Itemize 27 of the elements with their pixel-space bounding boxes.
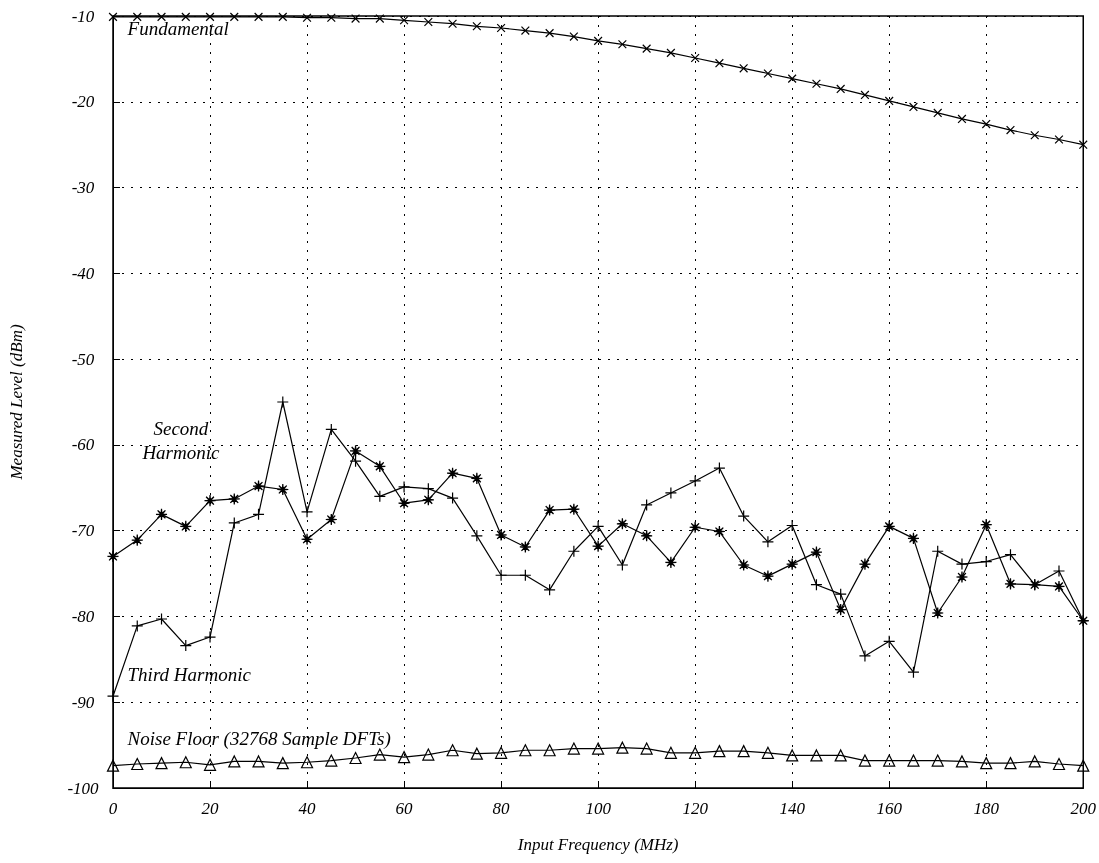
series-label: Fundamental — [126, 18, 229, 40]
series-label: Second Harmonic — [141, 418, 220, 464]
x-tick-label: 160 — [876, 799, 903, 818]
x-tick-label: 60 — [395, 799, 414, 818]
x-tick-label: 20 — [201, 799, 220, 818]
y-tick-label: -90 — [71, 692, 95, 712]
x-tick-label: 80 — [492, 799, 511, 818]
x-tick-label: 40 — [298, 799, 317, 818]
y-tick-label: -10 — [71, 6, 95, 26]
x-tick-label: 140 — [779, 799, 806, 818]
y-tick-label: -40 — [71, 263, 95, 283]
x-tick-label: 200 — [1070, 799, 1097, 818]
x-tick-label: 120 — [682, 799, 709, 818]
y-tick-label: -60 — [71, 435, 95, 455]
y-tick-label: -30 — [71, 178, 95, 198]
series-label: Noise Floor (32768 Sample DFTs) — [126, 727, 391, 750]
y-tick-label: -100 — [67, 778, 100, 798]
y-tick-label: -80 — [71, 606, 95, 626]
y-tick-label: -50 — [71, 349, 95, 369]
y-tick-label: -20 — [71, 92, 95, 112]
x-tick-label: 100 — [585, 799, 612, 818]
y-axis-title: Measured Level (dBm) — [7, 324, 26, 481]
x-tick-label: 180 — [973, 799, 1000, 818]
y-tick-label: -70 — [71, 521, 95, 541]
series-label: Third Harmonic — [127, 664, 252, 686]
x-axis-title: Input Frequency (MHz) — [516, 835, 679, 854]
x-tick-label: 0 — [108, 799, 118, 818]
